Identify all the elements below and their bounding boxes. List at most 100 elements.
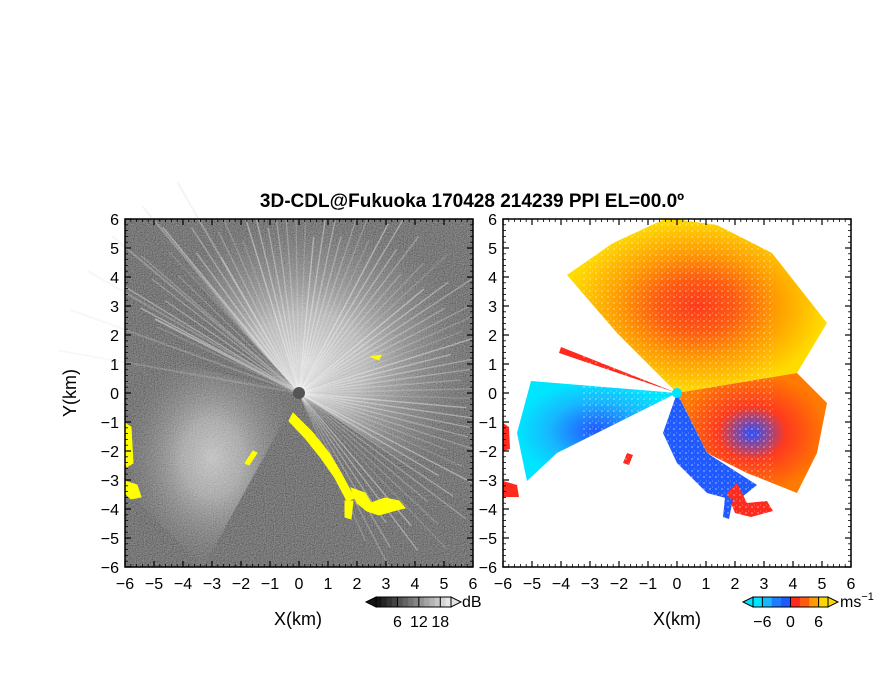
left-echo-ray (298, 392, 489, 421)
left-echo-ray (298, 387, 485, 394)
velocity-speckle (583, 218, 773, 518)
left-colorbar-segment (376, 597, 382, 607)
left-colorbar-segment (402, 597, 409, 607)
velocity-red-patch-west (503, 423, 510, 451)
left-echo-ray (217, 231, 300, 394)
right-colorbar-segment (781, 597, 791, 607)
right-colorbar-segment (771, 597, 782, 607)
left-y-tick-label: 5 (110, 241, 119, 258)
chart-title: 3D-CDL@Fukuoka 170428 214239 PPI EL=00.0… (260, 191, 684, 212)
left-echo-ray-west (111, 235, 300, 394)
left-x-tick-label: 2 (353, 576, 362, 593)
left-echo-ray (140, 255, 300, 394)
right-y-tick-label: 1 (488, 357, 497, 374)
left-echo-ray-west (176, 181, 300, 394)
left-echo-ray (298, 216, 358, 394)
right-x-axis-label: X(km) (653, 609, 701, 629)
left-echo-ray (298, 392, 440, 477)
left-echo-ray (298, 392, 464, 468)
right-colorbar-min-triangle (741, 596, 754, 608)
left-echo-ray (298, 239, 370, 394)
left-echo-ray (298, 195, 308, 394)
left-y-tick-label: −5 (101, 531, 119, 548)
left-echo-ray (298, 288, 425, 394)
left-echo-ray (298, 392, 439, 526)
right-radar-center (672, 388, 682, 398)
left-y-tick-label: −6 (101, 560, 119, 577)
left-x-tick-label: 1 (324, 576, 333, 593)
right-panel: −6 −5 −4 −3 −2 −1 0 1 2 3 4 5 6 −6 −5 −4 −3 −2 −1 0 1 2 3 4 5 6 X… (479, 212, 874, 631)
left-echo-ray (298, 392, 468, 438)
left-echo-ray (298, 331, 463, 394)
yellow-echo (244, 450, 258, 466)
left-x-tick-label: −4 (174, 576, 192, 593)
left-x-tick-label: 6 (469, 576, 478, 593)
left-echo-ray (242, 240, 300, 394)
left-yellow-echoes (124, 354, 406, 520)
left-colorbar-segment (413, 597, 420, 607)
yellow-echo (369, 354, 382, 361)
left-echo-ray-west (141, 205, 300, 394)
left-y-tick-label: −3 (101, 473, 119, 490)
left-echo-ray (298, 358, 476, 394)
left-echo-ray (164, 300, 300, 394)
left-echo-ray (298, 392, 428, 503)
left-echo-ray (298, 392, 387, 524)
left-echo-ray (151, 278, 300, 394)
right-y-tick-label: −2 (479, 444, 497, 461)
left-y-axis-label: Y(km) (60, 369, 80, 417)
right-y-tick-label: 6 (488, 212, 497, 229)
left-colorbar-segment (381, 597, 388, 607)
left-colorbar-tick-label: 12 (410, 614, 428, 631)
left-echo-ray (156, 326, 300, 394)
left-echo-ray (298, 277, 474, 394)
right-colorbar-segment (799, 597, 810, 607)
velocity-red-patch-southwest (503, 481, 519, 497)
left-echo-ray (298, 235, 420, 394)
left-colorbar-segment (445, 597, 452, 607)
left-echo-ray (298, 392, 510, 437)
right-y-tick-label: 4 (488, 270, 497, 287)
right-x-tick-label: −5 (523, 576, 541, 593)
left-colorbar-max-triangle (450, 596, 463, 608)
left-echo-ray (298, 307, 445, 394)
left-radar-center (293, 387, 305, 399)
yellow-echo (344, 500, 354, 520)
left-echo-sector-west (125, 349, 299, 567)
left-echo-ray (298, 333, 488, 394)
left-colorbar-tick-label: 18 (431, 614, 449, 631)
left-echo-ray (298, 305, 470, 394)
left-echo-ray (298, 392, 467, 520)
left-y-tick-label: 2 (110, 328, 119, 345)
left-echo-ray (298, 215, 327, 394)
left-x-tick-label: −1 (261, 576, 279, 593)
right-y-tick-label: 5 (488, 241, 497, 258)
right-y-tick-label: −1 (479, 415, 497, 432)
left-echo-ray (298, 248, 398, 394)
left-echo-ray (248, 190, 300, 394)
left-colorbar-segment (440, 597, 447, 607)
left-echo-ray-west (58, 349, 300, 394)
right-x-tick-label: −6 (494, 576, 512, 593)
right-y-tick-label: −5 (479, 531, 497, 548)
left-axis-ticks: −6 −5 −4 −3 −2 −1 0 1 2 3 4 5 6 −6 −5 −4 −3 −2 −1 0 1 2 3 4 5 6 (101, 212, 478, 593)
left-echo-ray (298, 208, 411, 394)
left-echo-ray (298, 392, 419, 551)
left-y-tick-label: −2 (101, 444, 119, 461)
right-colorbar-segment (818, 597, 829, 607)
left-colorbar-segment (424, 597, 431, 607)
right-colorbar-tick-label: 0 (786, 614, 795, 631)
right-colorbar-segment (753, 597, 763, 607)
left-echo-ray (177, 275, 300, 394)
left-echo-ray-strong (154, 318, 300, 394)
left-echo-ray (298, 198, 376, 394)
left-colorbar-segment (429, 597, 436, 607)
left-x-axis-label: X(km) (274, 609, 322, 629)
right-x-tick-label: 1 (702, 576, 711, 593)
right-colorbar-tick-label: −6 (753, 614, 771, 631)
left-y-tick-label: −4 (101, 502, 119, 519)
left-echo-ray (195, 252, 300, 394)
right-x-tick-label: 6 (847, 576, 856, 593)
right-x-tick-label: −1 (639, 576, 657, 593)
